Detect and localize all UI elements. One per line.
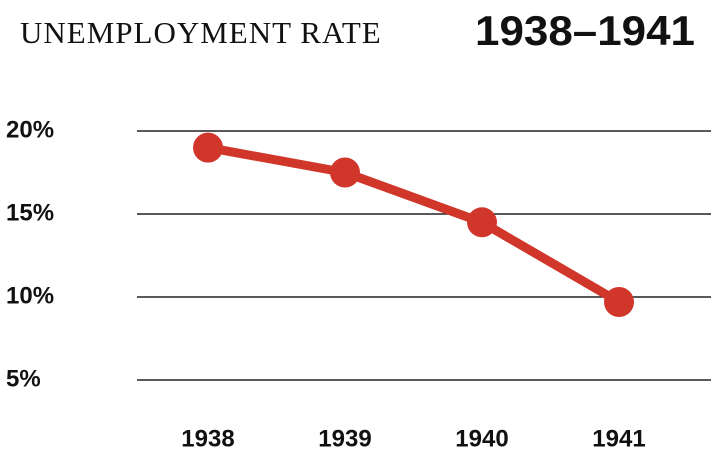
data-line [207, 143, 622, 306]
data-point [330, 157, 360, 188]
chart-title: UNEMPLOYMENT RATE [20, 15, 382, 50]
y-tick-label: 20% [6, 116, 54, 143]
x-tick-label: 1938 [181, 425, 234, 452]
data-point [193, 132, 223, 163]
x-tick-label: 1940 [455, 425, 508, 452]
data-point [467, 207, 497, 238]
x-tick-label: 1939 [318, 425, 371, 452]
x-tick-label: 1941 [592, 425, 645, 452]
y-tick-label: 10% [6, 282, 54, 309]
y-tick-label: 15% [6, 199, 54, 226]
y-tick-label: 5% [6, 365, 41, 392]
chart-subtitle: 1938–1941 [475, 7, 695, 54]
data-point [604, 286, 634, 317]
